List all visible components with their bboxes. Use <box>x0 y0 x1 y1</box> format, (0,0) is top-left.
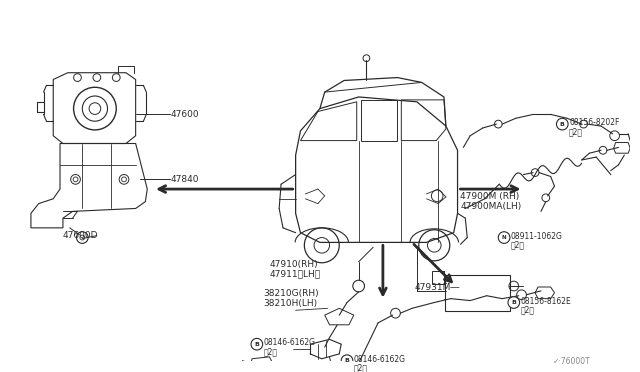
Text: 47931M―: 47931M― <box>415 283 460 292</box>
Text: 38210H(LH): 38210H(LH) <box>264 299 317 308</box>
Circle shape <box>508 297 520 308</box>
Text: 47840: 47840 <box>170 176 199 185</box>
Circle shape <box>499 232 510 243</box>
Text: N: N <box>502 235 506 240</box>
Text: 47600D: 47600D <box>63 231 99 240</box>
Text: 08911-1062G: 08911-1062G <box>511 232 563 241</box>
Text: 47900MA(LH): 47900MA(LH) <box>460 202 522 211</box>
Circle shape <box>341 355 353 366</box>
Text: （2）: （2） <box>569 127 583 136</box>
Text: 47900M (RH): 47900M (RH) <box>460 192 520 201</box>
Text: （2）: （2） <box>511 240 525 250</box>
Text: 08146-6162G: 08146-6162G <box>354 355 406 364</box>
Text: 47911〈LH〉: 47911〈LH〉 <box>269 270 321 279</box>
Text: （2）: （2） <box>264 347 278 356</box>
Text: （2）: （2） <box>354 363 368 372</box>
Text: 47600: 47600 <box>170 110 199 119</box>
Text: 08146-6162G: 08146-6162G <box>264 339 316 347</box>
Text: 08156-8202F: 08156-8202F <box>569 118 620 127</box>
Text: 38210G(RH): 38210G(RH) <box>264 289 319 298</box>
Text: 47910(RH): 47910(RH) <box>269 260 318 269</box>
Text: B: B <box>344 358 349 363</box>
Circle shape <box>251 339 262 350</box>
Text: ✓·76000T: ✓·76000T <box>552 357 590 366</box>
Circle shape <box>556 118 568 130</box>
Text: B: B <box>560 122 564 126</box>
Text: 08156-8162E: 08156-8162E <box>520 297 572 306</box>
Text: （2）: （2） <box>520 305 534 314</box>
Text: B: B <box>255 342 259 347</box>
Text: B: B <box>511 300 516 305</box>
